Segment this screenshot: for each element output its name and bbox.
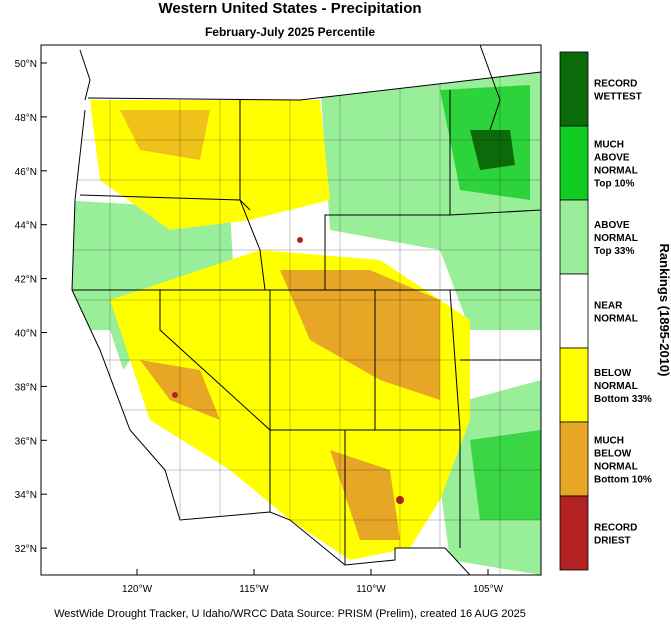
map-area (41, 45, 541, 575)
lat-label: 48°N (15, 113, 37, 124)
legend-label: NORMAL (594, 462, 638, 473)
map-subtitle: February-July 2025 Percentile (205, 25, 375, 39)
legend-label: NORMAL (594, 314, 638, 325)
legend-label: Top 10% (594, 179, 634, 190)
legend-label: MUCH (594, 436, 624, 447)
legend-swatch (559, 51, 589, 127)
lon-label: 115°W (239, 584, 269, 595)
legend-label: RECORD (594, 523, 637, 534)
longitude-labels: 120°W 115°W 110°W 105°W (122, 569, 504, 595)
legend-label: DRIEST (594, 536, 631, 547)
lon-label: 105°W (473, 584, 504, 595)
lat-label: 42°N (15, 275, 37, 286)
legend-swatch (559, 199, 589, 275)
legend-label: NORMAL (594, 166, 638, 177)
legend-swatch (559, 421, 589, 497)
lat-label: 36°N (15, 436, 37, 447)
legend-title: Rankings (1895-2010) (657, 244, 671, 377)
lat-label: 50°N (15, 59, 37, 70)
legend-label: Bottom 33% (594, 394, 652, 405)
legend-label: WETTEST (594, 92, 642, 103)
footer: WestWide Drought Tracker, U Idaho/WRCC D… (54, 608, 526, 620)
lat-label: 32°N (15, 544, 37, 555)
legend-label: BELOW (594, 449, 632, 460)
legend-label: MUCH (594, 140, 624, 151)
lat-label: 34°N (15, 490, 37, 501)
legend-label: BELOW (594, 368, 632, 379)
lon-label: 110°W (356, 584, 386, 595)
legend-label: NORMAL (594, 233, 638, 244)
legend-swatch (559, 273, 589, 349)
legend-label: Bottom 10% (594, 475, 652, 486)
legend-label: NORMAL (594, 381, 638, 392)
latitude-labels: 50°N 48°N 46°N 44°N 42°N 40°N 38°N 36°N 34°N 32°N (15, 59, 47, 555)
map-frame (40, 44, 542, 576)
legend-label: ABOVE (594, 153, 630, 164)
legend-label: RECORD (594, 79, 637, 90)
lat-label: 40°N (15, 329, 37, 340)
lat-label: 44°N (15, 221, 37, 232)
lon-label: 120°W (122, 584, 153, 595)
legend: RECORD WETTEST MUCH ABOVE NORMAL Top 10% ABOVE… (559, 51, 652, 571)
legend-label: NEAR (594, 301, 623, 312)
legend-label: ABOVE (594, 220, 630, 231)
legend-label: Top 33% (594, 246, 634, 257)
map-title: Western United States - Precipitation (158, 0, 421, 17)
lat-label: 38°N (15, 382, 37, 393)
legend-swatch (559, 347, 589, 423)
legend-swatch (559, 495, 589, 571)
legend-swatch (559, 125, 589, 201)
lat-label: 46°N (15, 167, 37, 178)
